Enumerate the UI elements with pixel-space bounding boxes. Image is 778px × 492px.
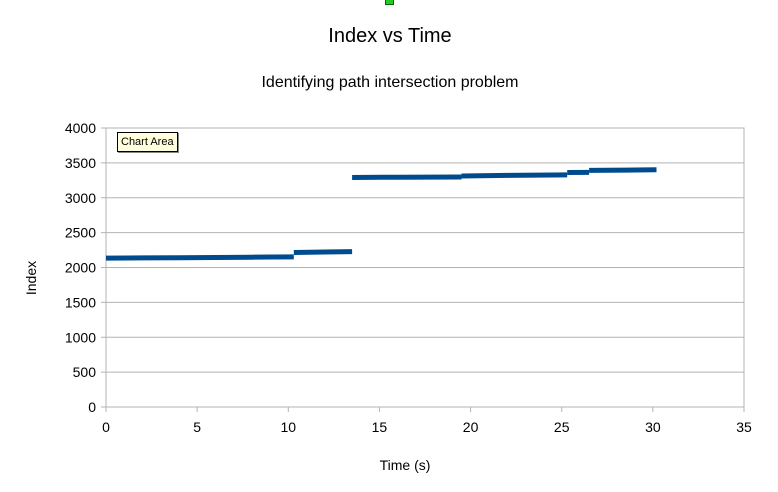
y-tick-label: 3500	[65, 155, 96, 171]
y-axis-label: Index	[23, 261, 39, 295]
x-tick-label: 0	[102, 419, 110, 435]
y-tick-label: 2500	[65, 225, 96, 241]
series-line-segment	[293, 249, 353, 255]
y-tick-label: 1000	[65, 329, 96, 345]
y-tick-label: 1500	[65, 294, 96, 310]
y-tick-labels: 0 500 1000 1500 2000 2500 3000 3500 4000	[65, 120, 96, 415]
chart-subtitle: Identifying path intersection problem	[261, 74, 518, 91]
series-line-segment	[352, 174, 462, 180]
x-tick-label: 10	[280, 419, 296, 435]
x-tick-label: 30	[645, 419, 661, 435]
series-line-segment	[461, 172, 568, 179]
chart-title: Index vs Time	[328, 25, 451, 47]
x-tick-label: 20	[463, 419, 479, 435]
chart-area-tooltip: Chart Area	[117, 132, 178, 152]
y-tick-label: 2000	[65, 260, 96, 276]
data-series	[105, 167, 657, 261]
x-tick-label: 25	[554, 419, 570, 435]
series-line-segment	[105, 254, 294, 261]
y-tick-label: 500	[73, 364, 97, 380]
y-tick-label: 4000	[65, 120, 96, 136]
y-tick-label: 3000	[65, 190, 96, 206]
y-tick-label: 0	[88, 399, 96, 415]
x-axis-label: Time (s)	[380, 457, 431, 473]
x-tick-labels: 0 5 10 15 20 25 30 35	[102, 419, 752, 435]
x-tick-label: 35	[736, 419, 752, 435]
x-tick-label: 5	[193, 419, 201, 435]
series-line-segment	[589, 167, 657, 173]
x-tick-label: 15	[372, 419, 388, 435]
selection-handle[interactable]	[385, 0, 394, 5]
gridlines	[101, 127, 745, 412]
